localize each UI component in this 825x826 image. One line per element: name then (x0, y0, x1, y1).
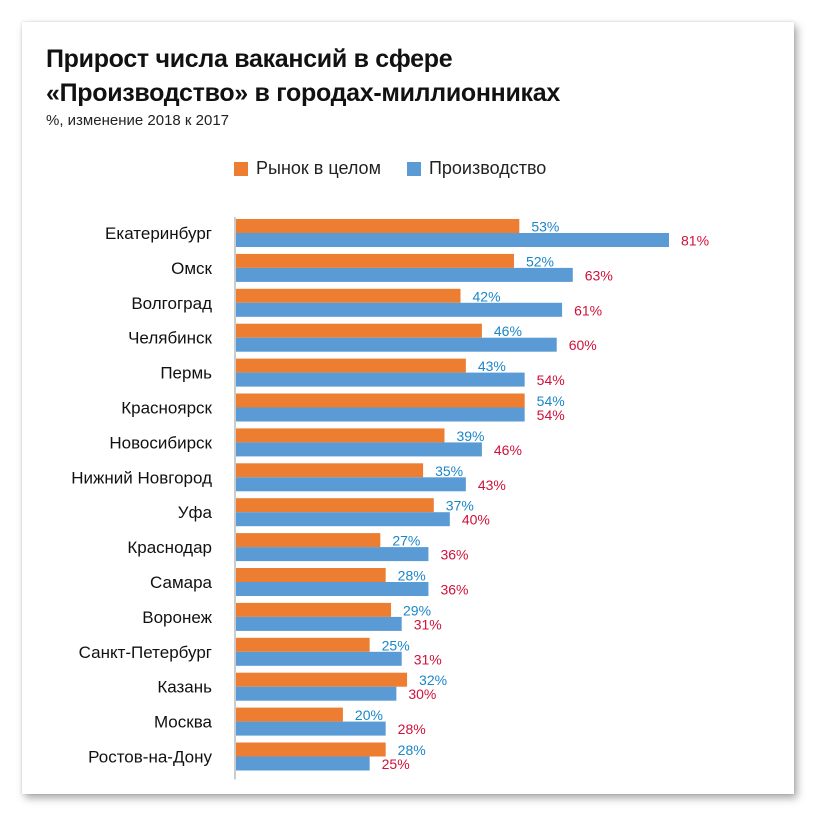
value-label-market: 46% (494, 323, 522, 339)
value-label-market: 54% (537, 393, 565, 409)
bar-market (236, 288, 461, 303)
bar-market (236, 568, 386, 582)
chart-title-line-1: Прирост числа вакансий в сфере (46, 45, 453, 73)
value-label-market: 27% (392, 533, 420, 549)
chart-title-line-2: «Производство» в городах-миллионниках (46, 79, 560, 107)
bar-market (236, 602, 392, 617)
value-label-production: 31% (414, 651, 442, 667)
bar-production (236, 651, 402, 666)
value-label-market: 42% (473, 288, 501, 304)
category-label: Санкт-Петербург (79, 643, 212, 662)
bar-market (236, 637, 370, 652)
bar-production (236, 337, 557, 352)
bar-production (236, 721, 386, 736)
chart-subtitle: %, изменение 2018 к 2017 (46, 112, 230, 129)
category-label: Челябинск (128, 329, 212, 348)
bar-market (236, 707, 343, 722)
value-label-production: 36% (440, 582, 468, 598)
bar-production (236, 372, 525, 387)
bar-production (236, 686, 397, 701)
value-label-market: 35% (435, 463, 463, 479)
value-label-production: 36% (440, 547, 468, 563)
value-label-production: 43% (478, 477, 506, 493)
category-label: Воронеж (142, 608, 212, 627)
value-label-market: 28% (398, 568, 426, 584)
legend-label-production: Производство (428, 158, 547, 178)
bar-market (236, 428, 445, 443)
value-label-market: 28% (398, 742, 426, 758)
bar-chart: Екатеринбург 53% 81% Омск 52% 63% Волгоград 42%… (71, 217, 709, 780)
value-label-production: 81% (681, 233, 709, 249)
value-label-production: 25% (382, 756, 410, 772)
value-label-production: 61% (574, 302, 602, 318)
category-label: Пермь (160, 364, 212, 383)
category-label: Нижний Новгород (71, 468, 212, 487)
legend-label-market: Рынок в целом (256, 158, 381, 178)
value-label-market: 43% (478, 358, 506, 374)
bar-production (236, 756, 370, 771)
category-label: Екатеринбург (105, 224, 212, 243)
bar-production (236, 582, 429, 596)
legend: Рынок в целом Производство (234, 158, 572, 179)
bar-market (236, 463, 424, 478)
category-label: Волгоград (131, 294, 212, 313)
bar-production (236, 512, 450, 527)
legend-item-market: Рынок в целом (234, 158, 381, 179)
bar-market (236, 672, 408, 687)
value-label-market: 52% (526, 253, 554, 269)
chart-title: Прирост числа вакансий в сфере «Производ… (46, 42, 560, 110)
bar-production (236, 442, 482, 457)
category-label: Краснодар (127, 538, 212, 557)
bar-market (236, 358, 466, 373)
category-label: Москва (154, 713, 213, 732)
bar-market (236, 323, 482, 338)
bar-production (236, 407, 525, 422)
value-label-production: 46% (494, 442, 522, 458)
bar-production (236, 477, 466, 492)
value-label-market: 25% (382, 637, 410, 653)
value-label-production: 60% (569, 337, 597, 353)
value-label-market: 20% (355, 707, 383, 723)
legend-swatch-production (406, 161, 421, 176)
value-label-market: 37% (446, 498, 474, 514)
bar-production (236, 547, 429, 562)
value-label-market: 53% (531, 219, 559, 235)
value-label-market: 32% (419, 672, 447, 688)
bar-market (236, 253, 514, 268)
bar-market (236, 742, 386, 757)
bar-production (236, 616, 402, 631)
bar-market (236, 219, 520, 233)
category-label: Ростов-на-Дону (88, 748, 212, 767)
category-label: Красноярск (121, 399, 212, 418)
legend-swatch-market (234, 161, 248, 176)
value-label-market: 29% (403, 602, 431, 618)
bar-production (236, 233, 669, 247)
category-label: Новосибирск (109, 433, 212, 452)
category-label: Уфа (178, 503, 213, 522)
value-label-production: 40% (462, 512, 490, 528)
legend-item-production: Производство (406, 158, 547, 179)
bar-market (236, 498, 434, 513)
value-label-production: 63% (585, 267, 613, 283)
bar-production (236, 267, 573, 282)
bar-market (236, 393, 525, 408)
value-label-production: 54% (537, 372, 565, 388)
bar-production (236, 302, 563, 317)
value-label-production: 28% (398, 721, 426, 737)
value-label-production: 30% (408, 686, 436, 702)
value-label-production: 54% (537, 407, 565, 423)
value-label-production: 31% (414, 616, 442, 632)
bar-market (236, 533, 381, 548)
value-label-market: 39% (456, 428, 484, 444)
category-label: Казань (157, 678, 212, 697)
chart-card: Прирост числа вакансий в сфере «Производ… (22, 22, 794, 794)
category-label: Омск (171, 259, 212, 278)
category-label: Самара (150, 573, 213, 592)
